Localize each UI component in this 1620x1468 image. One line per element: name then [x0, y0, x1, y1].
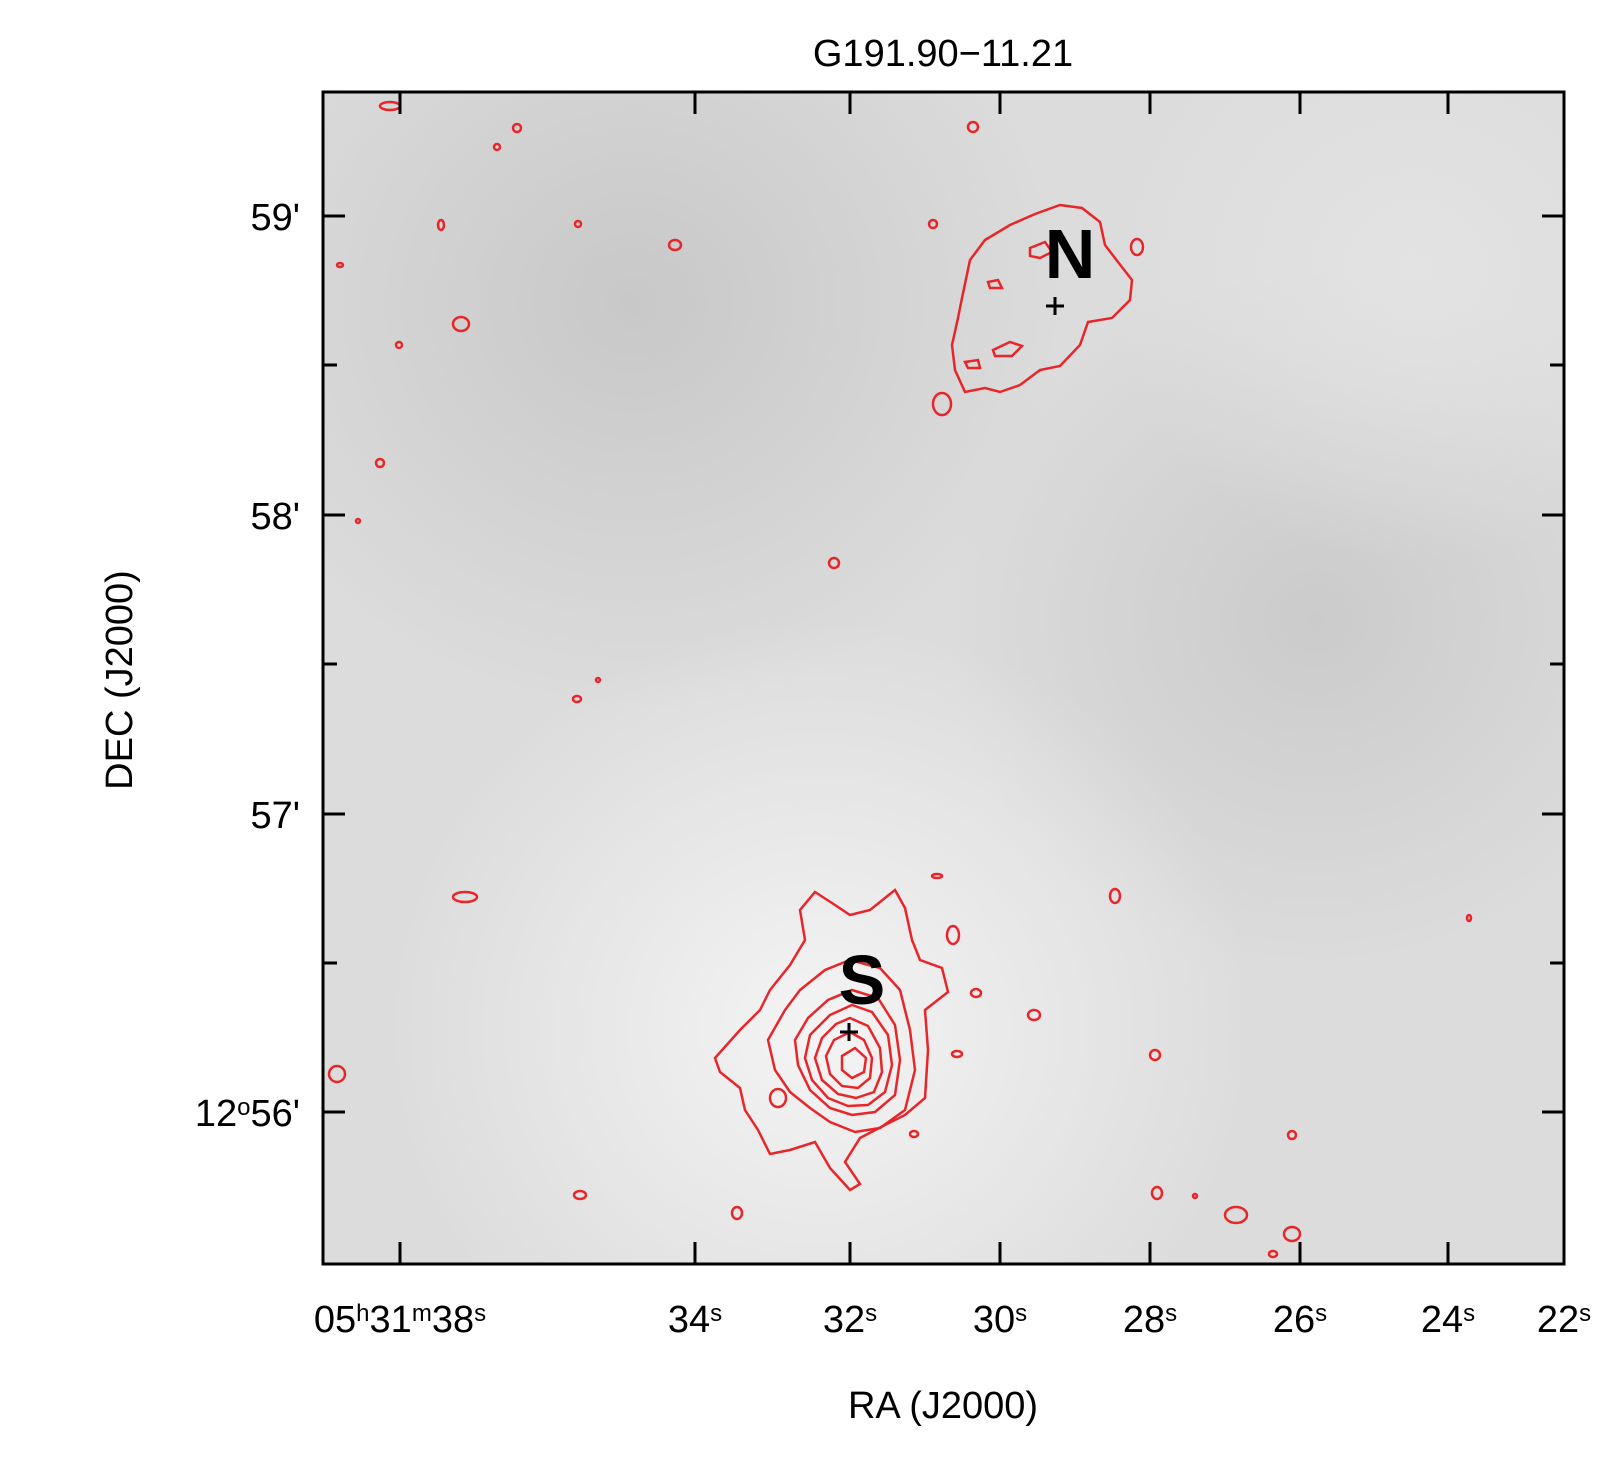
noise-contours: [327, 100, 1473, 1259]
contour-north-inner-1: [1028, 240, 1054, 260]
contour-south-6: [824, 1030, 874, 1090]
contour-north-blob-2: [1129, 237, 1145, 257]
contour-south-2: [766, 958, 917, 1134]
contour-north-outer: [950, 203, 1134, 394]
contour-north-inner-3: [963, 358, 982, 370]
x-tick-label: 32s: [823, 1299, 877, 1341]
axis-ticks: [323, 92, 1566, 1264]
contour-south-4: [803, 1003, 894, 1108]
contour-south-blob-1: [768, 1087, 788, 1109]
x-tick-label: 26s: [1273, 1299, 1327, 1341]
contour-south-blob-2: [945, 924, 961, 946]
source-n-label: N: [1045, 215, 1096, 293]
contour-map: [327, 100, 1473, 1259]
grayscale-image: [323, 92, 1564, 1264]
contour-south-7: [840, 1046, 868, 1080]
x-tick-label: 05h31m38s: [314, 1299, 486, 1341]
y-tick-labels: 59' 58' 57' 12o56': [195, 197, 300, 1135]
contour-south-5: [813, 1016, 884, 1100]
contour-north-inner-4: [986, 278, 1005, 290]
y-tick-label: 58': [250, 496, 300, 538]
contour-north-inner-2: [991, 340, 1025, 358]
source-s-marker: S: [839, 941, 886, 1041]
x-tick-label: 22s: [1537, 1299, 1591, 1341]
source-markers: N S: [839, 215, 1096, 1041]
contour-south-3: [793, 988, 902, 1117]
contour-south-1: [713, 888, 950, 1192]
x-axis-label: RA (J2000): [848, 1385, 1038, 1427]
y-tick-label: 59': [250, 197, 300, 239]
plot-frame: [321, 90, 1566, 1266]
y-axis-label: DEC (J2000): [99, 570, 141, 790]
x-tick-label: 28s: [1123, 1299, 1177, 1341]
y-tick-label: 12o56': [195, 1093, 300, 1135]
source-n-marker: N: [1045, 215, 1096, 315]
plot-title: G191.90−11.21: [813, 33, 1073, 75]
x-tick-label: 30s: [973, 1299, 1027, 1341]
source-s-label: S: [839, 941, 886, 1019]
x-tick-labels: 05h31m38s 34s 32s 30s 28s 26s 24s 22s: [314, 1299, 1591, 1341]
x-tick-label: 34s: [668, 1299, 722, 1341]
x-tick-label: 24s: [1421, 1299, 1475, 1341]
contour-north-blob-1: [931, 391, 953, 417]
y-tick-label: 57': [250, 795, 300, 837]
